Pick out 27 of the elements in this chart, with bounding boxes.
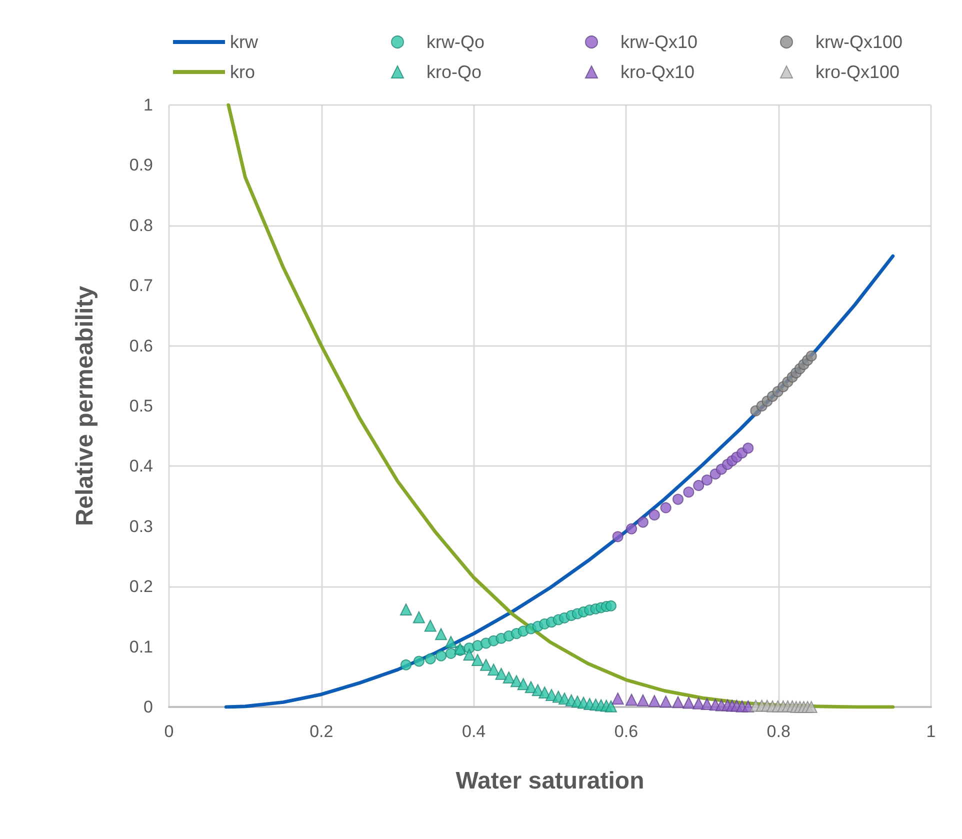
x-tick-label: 0.6 — [614, 722, 638, 741]
legend-label: kro-Qx100 — [816, 62, 900, 82]
y-tick-label: 0.2 — [129, 577, 153, 596]
y-tick-label: 1 — [144, 96, 153, 114]
x-tick-label: 0.2 — [310, 722, 334, 741]
y-tick-label: 0.7 — [129, 276, 153, 296]
legend-label: krw-Qx10 — [620, 32, 698, 52]
legend-label: krw-Qx100 — [816, 32, 903, 52]
y-tick-label: 0.3 — [129, 516, 153, 536]
y-axis-title: Relative permeability — [72, 285, 98, 526]
y-tick-label: 0 — [144, 698, 153, 716]
y-tick-label: 0.1 — [129, 637, 153, 656]
x-axis-title: Water saturation — [456, 768, 644, 794]
legend-label: krw-Qo — [426, 32, 484, 52]
y-tick-label: 0.4 — [129, 456, 153, 476]
y-tick-label: 0.5 — [129, 396, 153, 416]
y-tick-label: 0.8 — [129, 216, 153, 235]
x-tick-label: 1 — [926, 722, 936, 741]
y-tick-label: 0.9 — [129, 156, 153, 175]
legend-label: kro — [230, 62, 256, 82]
x-tick-label: 0.8 — [766, 722, 790, 741]
legend-label: krw — [230, 32, 259, 52]
x-tick-label: 0 — [164, 722, 174, 741]
legend-label: kro-Qx10 — [620, 62, 695, 82]
y-tick-label: 0.6 — [129, 336, 153, 356]
legend-label: kro-Qo — [426, 62, 482, 82]
x-tick-label: 0.4 — [462, 722, 486, 741]
